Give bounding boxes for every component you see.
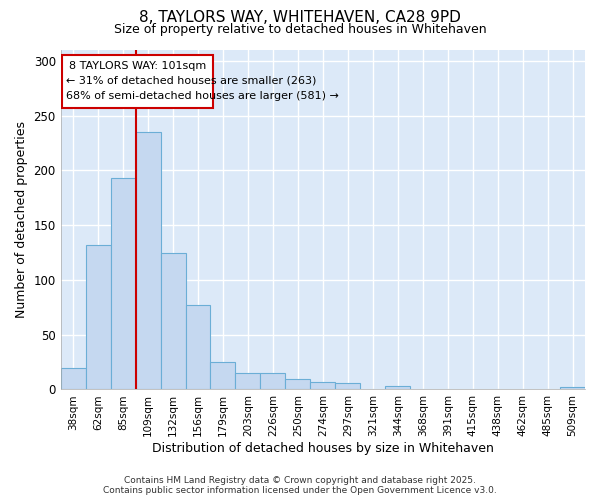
Bar	[385, 386, 410, 390]
Text: Size of property relative to detached houses in Whitehaven: Size of property relative to detached ho…	[113, 22, 487, 36]
Bar	[260, 373, 286, 390]
X-axis label: Distribution of detached houses by size in Whitehaven: Distribution of detached houses by size …	[152, 442, 494, 455]
Bar	[161, 252, 185, 390]
Text: 8 TAYLORS WAY: 101sqm: 8 TAYLORS WAY: 101sqm	[69, 61, 206, 71]
Bar	[86, 245, 110, 390]
Text: 68% of semi-detached houses are larger (581) →: 68% of semi-detached houses are larger (…	[65, 90, 338, 101]
Text: Contains HM Land Registry data © Crown copyright and database right 2025.
Contai: Contains HM Land Registry data © Crown c…	[103, 476, 497, 495]
Bar	[286, 378, 310, 390]
Bar	[110, 178, 136, 390]
Text: 8, TAYLORS WAY, WHITEHAVEN, CA28 9PD: 8, TAYLORS WAY, WHITEHAVEN, CA28 9PD	[139, 10, 461, 25]
Bar	[560, 388, 585, 390]
Bar	[185, 305, 211, 390]
Bar	[61, 368, 86, 390]
Bar	[335, 383, 360, 390]
Y-axis label: Number of detached properties: Number of detached properties	[15, 121, 28, 318]
Text: ← 31% of detached houses are smaller (263): ← 31% of detached houses are smaller (26…	[65, 75, 316, 85]
FancyBboxPatch shape	[62, 56, 213, 108]
Bar	[235, 373, 260, 390]
Bar	[211, 362, 235, 390]
Bar	[310, 382, 335, 390]
Bar	[136, 132, 161, 390]
